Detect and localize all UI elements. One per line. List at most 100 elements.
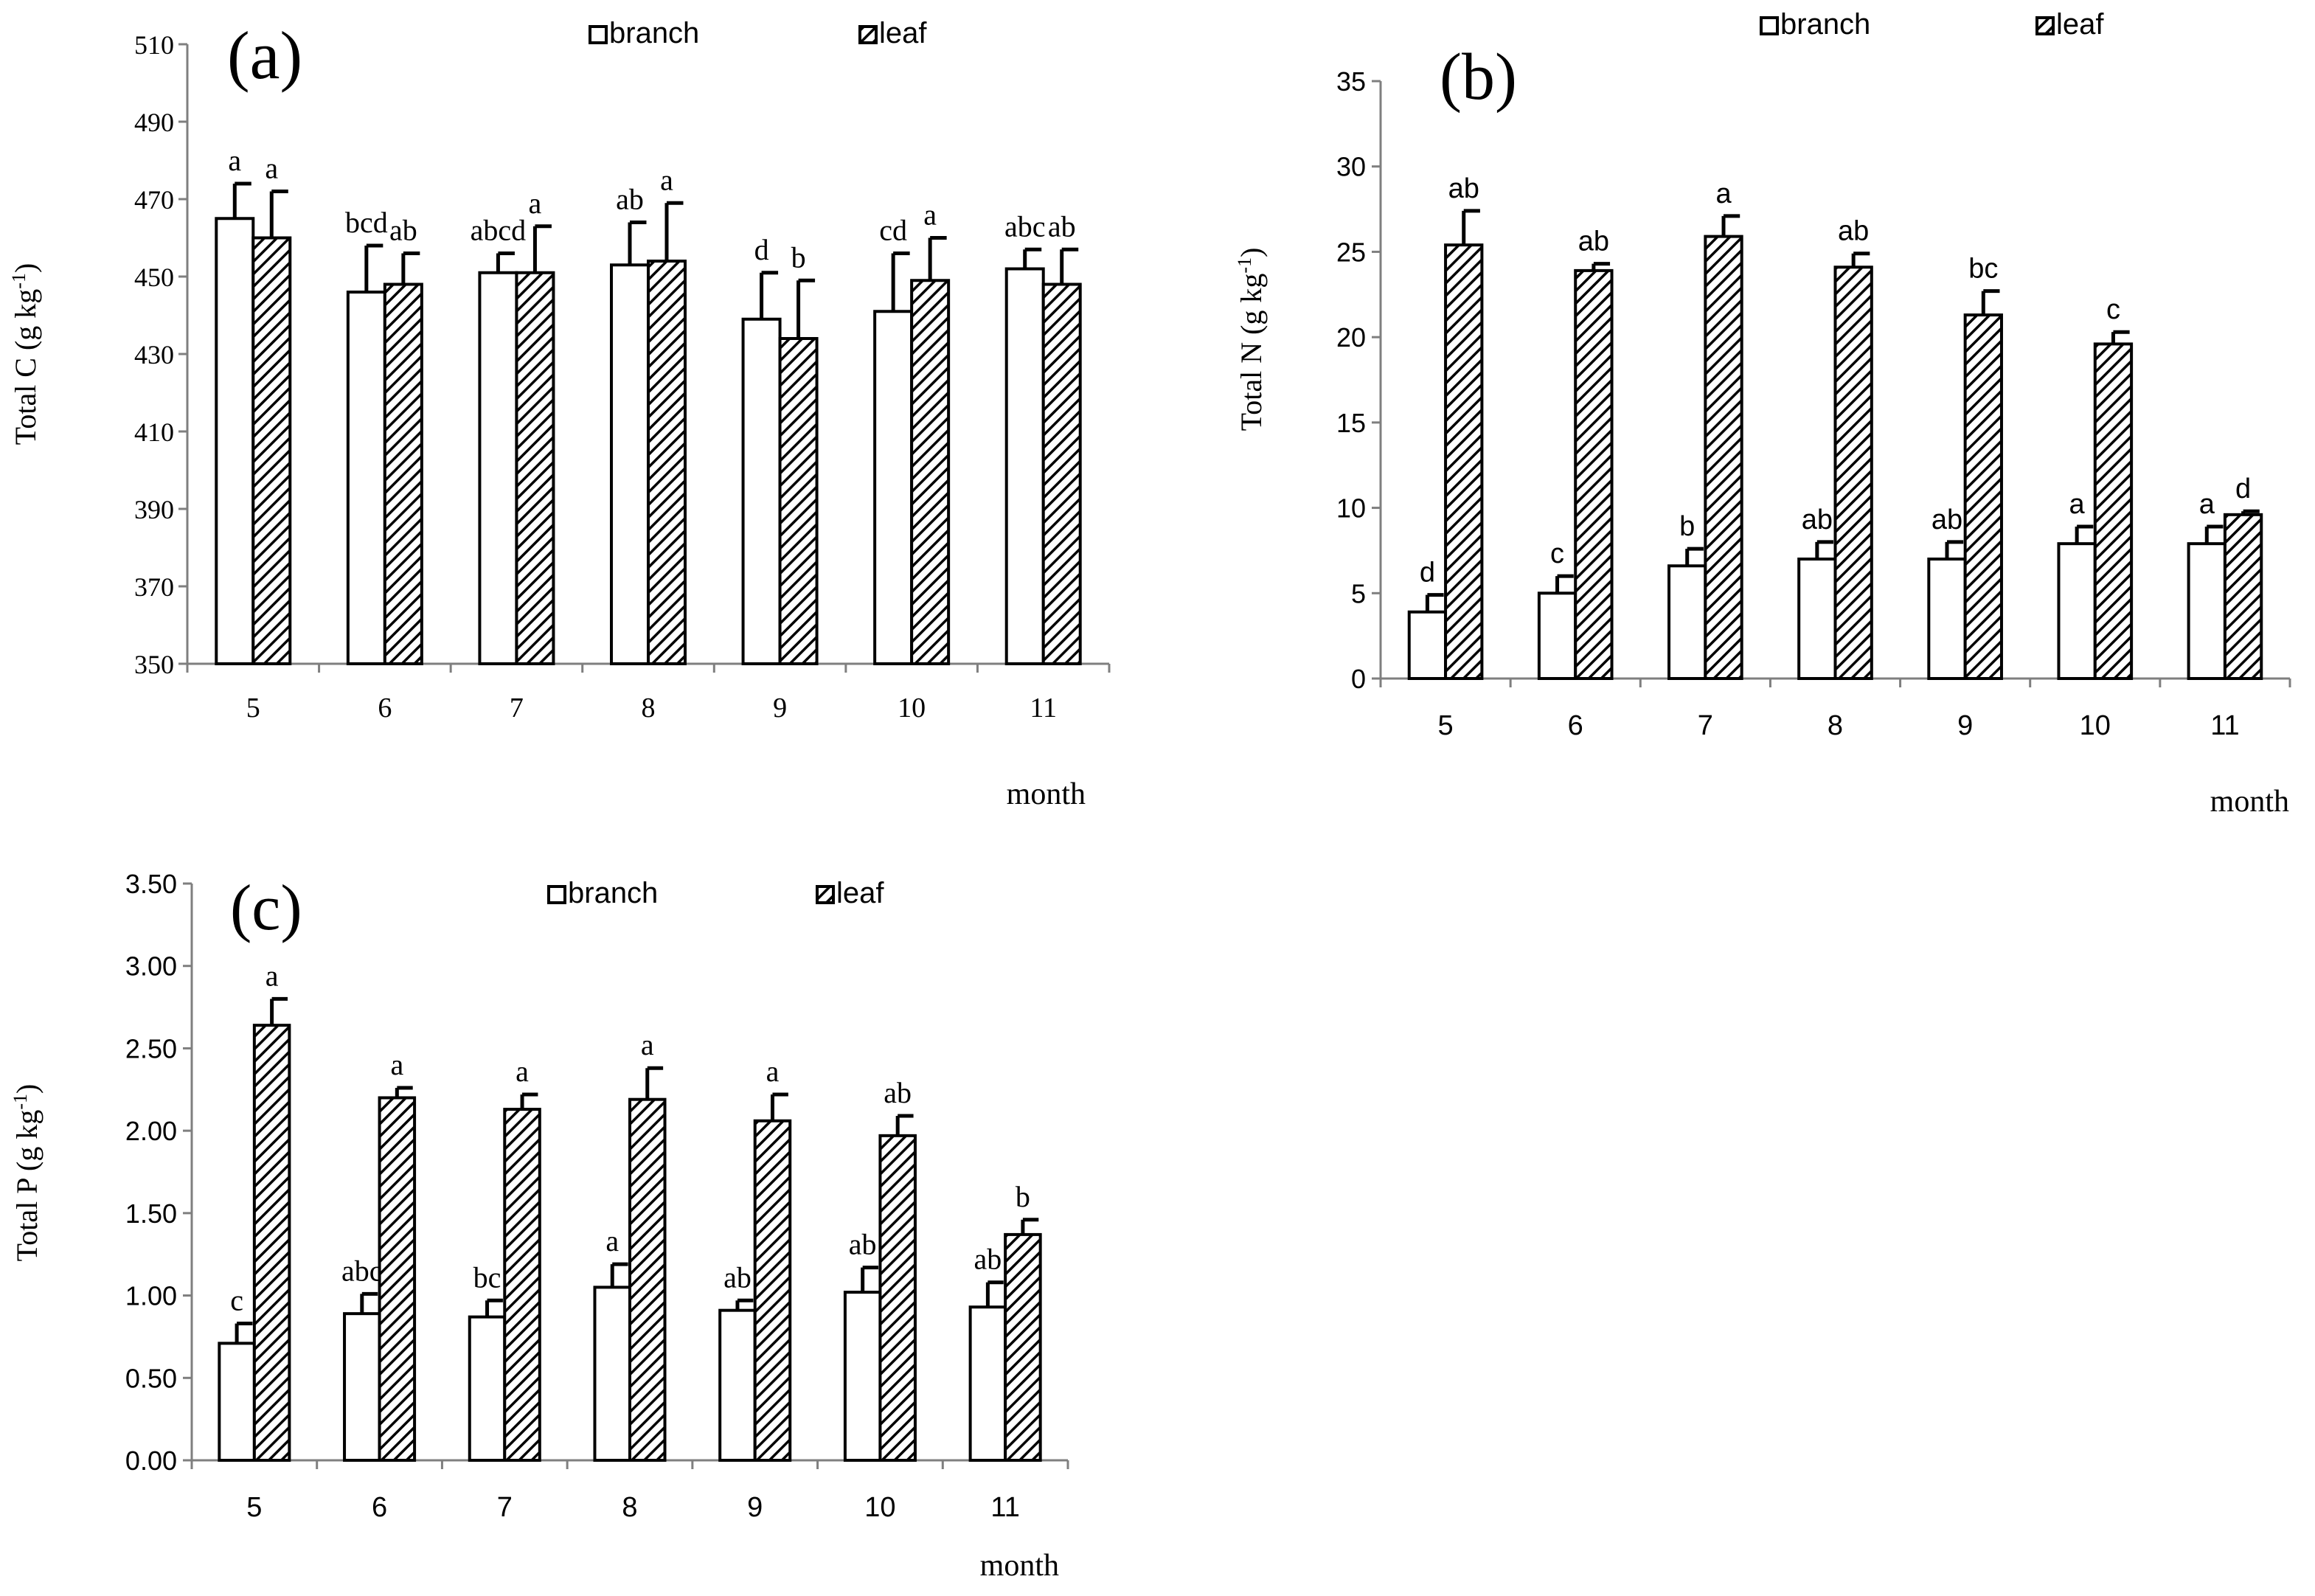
leaf-bar-month-8 xyxy=(1833,266,1873,680)
branch-bar-month-11 xyxy=(2187,542,2227,681)
leaf-bar-month-6 xyxy=(378,1096,417,1462)
branch-bar-month-7 xyxy=(1667,564,1707,680)
y-tick-label: 350 xyxy=(134,650,174,679)
y-tick-label: 20 xyxy=(1336,322,1366,353)
leaf-significance-letter: a xyxy=(766,1055,780,1088)
leaf-bar-month-7 xyxy=(1704,235,1743,681)
x-tick-label: 8 xyxy=(622,1492,637,1523)
x-tick-label: 10 xyxy=(864,1492,895,1523)
branch-significance-letter: d xyxy=(754,233,769,266)
branch-bar-month-5 xyxy=(215,217,255,665)
leaf-bar-month-10 xyxy=(910,279,951,665)
x-axis-label: month xyxy=(2210,785,2289,819)
panel-label: (b) xyxy=(1440,41,1517,114)
branch-bar-month-8 xyxy=(593,1286,631,1463)
y-tick-label: 0 xyxy=(1351,664,1366,694)
leaf-bar-month-9 xyxy=(753,1119,792,1463)
legend-label-leaf: leaf xyxy=(2056,8,2104,41)
leaf-bar-month-5 xyxy=(1444,243,1484,680)
branch-bar-month-9 xyxy=(1927,558,1967,680)
branch-significance-letter: a xyxy=(605,1224,619,1257)
branch-significance-letter: bcd xyxy=(345,206,388,239)
leaf-bar-month-6 xyxy=(383,282,423,665)
leaf-significance-letter: a xyxy=(660,163,673,196)
leaf-bar-month-5 xyxy=(252,1024,291,1462)
legend-label-leaf: leaf xyxy=(836,877,884,909)
branch-bar-month-10 xyxy=(2057,542,2097,681)
leaf-bar-month-11 xyxy=(2223,513,2263,680)
y-tick-label: 3.00 xyxy=(125,951,177,982)
leaf-significance-letter: b xyxy=(791,240,806,274)
branch-bar-month-9 xyxy=(741,317,782,665)
leaf-significance-letter: c xyxy=(2106,294,2120,325)
leaf-bar-month-8 xyxy=(647,260,687,665)
branch-bar-month-6 xyxy=(343,1312,381,1462)
leaf-bar-month-5 xyxy=(251,236,292,665)
x-axis-label: month xyxy=(980,1549,1059,1583)
y-tick-label: 2.50 xyxy=(125,1033,177,1064)
leaf-significance-letter: ab xyxy=(884,1076,912,1109)
y-tick-label: 430 xyxy=(134,340,174,369)
legend-label-branch: branch xyxy=(568,877,658,909)
leaf-significance-letter: a xyxy=(390,1048,403,1081)
x-tick-label: 5 xyxy=(246,693,260,724)
leaf-significance-letter: bc xyxy=(1968,254,1998,285)
leaf-significance-letter: a xyxy=(529,187,542,220)
legend-label-leaf: leaf xyxy=(879,17,927,49)
leaf-significance-letter: a xyxy=(265,152,278,185)
leaf-bar-month-10 xyxy=(2093,342,2134,680)
x-axis-label: month xyxy=(1007,777,1086,811)
panel-c-total-p: 0.000.501.001.502.002.503.003.505ca6abca… xyxy=(10,869,1069,1583)
y-axis-label: Total N (g kg-1) xyxy=(1234,248,1268,431)
branch-significance-letter: d xyxy=(1420,558,1435,589)
x-tick-label: 11 xyxy=(2210,710,2239,741)
branch-bar-month-8 xyxy=(1797,558,1837,680)
x-tick-label: 9 xyxy=(747,1492,763,1523)
leaf-significance-letter: a xyxy=(641,1028,654,1061)
branch-significance-letter: a xyxy=(2069,489,2086,520)
panel-label: (a) xyxy=(227,18,302,93)
x-tick-label: 7 xyxy=(1698,710,1713,741)
branch-significance-letter: abcd xyxy=(471,214,527,247)
legend-swatch-leaf xyxy=(858,25,878,44)
leaf-significance-letter: a xyxy=(1715,178,1732,209)
branch-significance-letter: ab xyxy=(616,183,644,216)
branch-bar-month-11 xyxy=(968,1305,1007,1462)
legend-swatch-leaf xyxy=(2035,16,2055,35)
leaf-significance-letter: ab xyxy=(1578,226,1609,257)
x-tick-label: 7 xyxy=(510,693,524,724)
leaf-bar-month-8 xyxy=(628,1097,667,1462)
leaf-significance-letter: ab xyxy=(389,214,417,247)
y-axis-label: Total C (g kg-1) xyxy=(8,263,43,445)
branch-significance-letter: a xyxy=(2199,489,2215,520)
y-tick-label: 0.50 xyxy=(125,1363,177,1393)
y-tick-label: 5 xyxy=(1351,578,1366,608)
branch-bar-month-8 xyxy=(610,263,650,665)
legend-label-branch: branch xyxy=(1780,8,1870,41)
y-tick-label: 30 xyxy=(1336,152,1366,182)
y-tick-label: 2.00 xyxy=(125,1116,177,1146)
y-tick-label: 510 xyxy=(134,30,174,60)
branch-significance-letter: c xyxy=(230,1284,243,1317)
branch-significance-letter: c xyxy=(1550,538,1564,569)
branch-bar-month-5 xyxy=(218,1342,256,1463)
x-tick-label: 5 xyxy=(246,1492,262,1523)
legend-label-branch: branch xyxy=(609,17,699,49)
leaf-bar-month-10 xyxy=(878,1134,917,1462)
leaf-significance-letter: ab xyxy=(1448,173,1479,204)
panel-b-total-n: 0 5 10 15 20 25 30 35 5 d ab 6 c ab 7 b a 8 ab ab 9 ab bc 10 a c 1… xyxy=(1234,8,2291,819)
legend-swatch-branch xyxy=(547,885,566,904)
legend-swatch-branch xyxy=(589,25,608,44)
y-tick-label: 3.50 xyxy=(125,869,177,899)
branch-significance-letter: ab xyxy=(974,1243,1002,1276)
legend-swatch-branch xyxy=(1760,16,1779,35)
leaf-bar-month-11 xyxy=(1041,282,1082,665)
x-tick-label: 8 xyxy=(1828,710,1843,741)
x-tick-label: 11 xyxy=(1030,693,1057,724)
y-tick-label: 35 xyxy=(1336,66,1366,97)
leaf-significance-letter: b xyxy=(1016,1180,1030,1213)
leaf-bar-month-7 xyxy=(503,1108,541,1463)
branch-significance-letter: ab xyxy=(1802,504,1833,535)
